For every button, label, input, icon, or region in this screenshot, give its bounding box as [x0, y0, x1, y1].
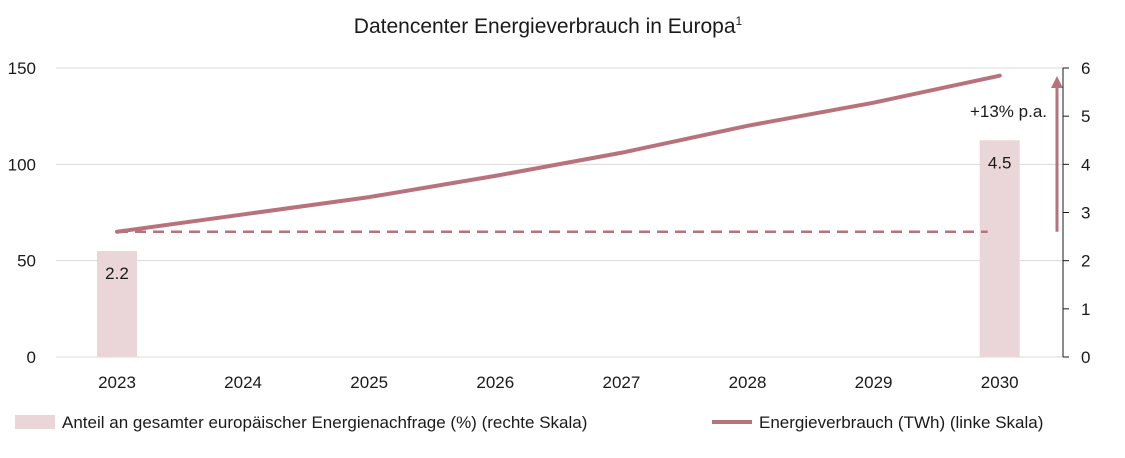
- x-tick-label: 2023: [98, 373, 136, 392]
- legend-line-label: Energieverbrauch (TWh) (linke Skala): [759, 413, 1043, 432]
- x-tick-label: 2024: [224, 373, 262, 392]
- right-tick-label: 0: [1081, 348, 1090, 367]
- growth-annotation: +13% p.a.: [970, 102, 1047, 121]
- bar-2023: [97, 251, 137, 357]
- left-tick-label: 0: [27, 348, 36, 367]
- bar-2030: [979, 140, 1020, 357]
- x-axis: 2023 2024 2025 2026 2027 2028 2029 2030: [98, 373, 1019, 392]
- growth-arrow-head: [1051, 76, 1063, 88]
- right-tick-label: 1: [1081, 300, 1090, 319]
- bar-series: 2.2 4.5: [97, 140, 1020, 357]
- x-tick-label: 2030: [981, 373, 1019, 392]
- x-tick-label: 2029: [855, 373, 893, 392]
- chart-title: Datencenter Energieverbrauch in Europa1: [354, 14, 743, 38]
- right-tick-label: 2: [1081, 252, 1090, 271]
- legend: Anteil an gesamter europäischer Energien…: [15, 413, 1043, 432]
- bar-data-label: 2.2: [105, 264, 129, 283]
- right-axis: 0 1 2 3 4 5 6: [1062, 59, 1090, 367]
- right-tick-label: 5: [1081, 107, 1090, 126]
- right-tick-label: 6: [1081, 59, 1090, 78]
- gridlines: [56, 67, 1063, 358]
- line-series: [115, 73, 1002, 234]
- x-tick-label: 2028: [729, 373, 767, 392]
- x-tick-label: 2025: [350, 373, 388, 392]
- right-tick-label: 3: [1081, 204, 1090, 223]
- legend-bar-swatch: [15, 415, 55, 429]
- left-tick-label: 150: [8, 59, 36, 78]
- growth-arrow-group: +13% p.a.: [970, 76, 1063, 232]
- left-tick-label: 50: [17, 252, 36, 271]
- right-tick-label: 4: [1081, 155, 1090, 174]
- x-tick-label: 2026: [476, 373, 514, 392]
- x-tick-label: 2027: [602, 373, 640, 392]
- left-axis: 0 50 100 150: [8, 59, 36, 367]
- bar-data-label: 4.5: [988, 153, 1012, 172]
- energy-consumption-line: [115, 73, 1002, 234]
- left-tick-label: 100: [8, 155, 36, 174]
- legend-bar-label: Anteil an gesamter europäischer Energien…: [62, 413, 587, 432]
